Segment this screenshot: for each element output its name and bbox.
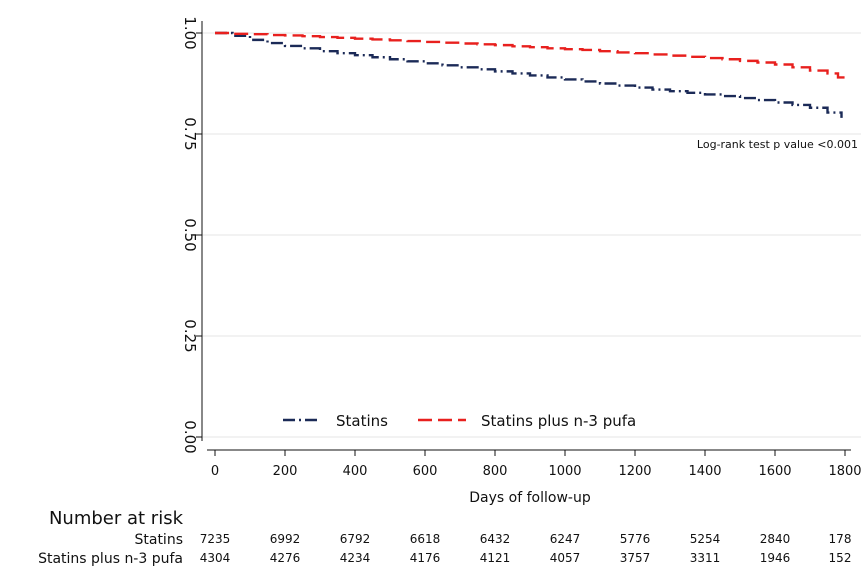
legend-label: Statins — [336, 412, 388, 430]
risk-value: 1946 — [760, 551, 791, 565]
y-tick-label: 0.25 — [181, 319, 199, 352]
risk-value: 4304 — [200, 551, 231, 565]
risk-value: 2840 — [760, 532, 791, 546]
y-ticks: 0.00 0.25 0.50 0.75 1.00 — [181, 16, 202, 454]
risk-value: 4176 — [410, 551, 441, 565]
x-axis-label: Days of follow-up — [469, 490, 591, 506]
risk-value: 4121 — [480, 551, 511, 565]
x-tick-label: 400 — [343, 464, 368, 479]
x-ticks: 0 200 400 600 800 1000 1200 1400 1600 1800 — [211, 450, 861, 479]
legend: Statins Statins plus n-3 pufa — [283, 412, 636, 430]
risk-value: 4276 — [270, 551, 301, 565]
x-tick-label: 800 — [483, 464, 508, 479]
x-tick-label: 600 — [413, 464, 438, 479]
risk-value: 5254 — [690, 532, 721, 546]
risk-table: Number at risk Statins 7235 6992 6792 6618 64… — [38, 508, 851, 567]
risk-row-label: Statins — [134, 532, 183, 548]
y-tick-label: 0.75 — [181, 117, 199, 150]
annotation: Log-rank test p value <0.001 — [697, 138, 858, 151]
series-line — [215, 31, 843, 118]
y-tick-label: 1.00 — [181, 16, 199, 49]
grid — [202, 32, 861, 438]
risk-value: 3757 — [620, 551, 651, 565]
y-tick-label: 0.50 — [181, 218, 199, 251]
risk-value: 178 — [829, 532, 852, 546]
risk-value: 4057 — [550, 551, 581, 565]
risk-value: 6792 — [340, 532, 371, 546]
risk-row-label: Statins plus n-3 pufa — [38, 551, 183, 567]
x-tick-label: 0 — [211, 464, 219, 479]
x-tick-label: 1200 — [618, 464, 651, 479]
risk-value: 4234 — [340, 551, 371, 565]
risk-value: 7235 — [200, 532, 231, 546]
legend-label: Statins plus n-3 pufa — [481, 412, 636, 430]
series-lines — [215, 31, 847, 118]
risk-value: 3311 — [690, 551, 721, 565]
axes — [201, 21, 851, 451]
series-line — [215, 31, 847, 79]
x-tick-label: 1600 — [758, 464, 791, 479]
risk-value: 6432 — [480, 532, 511, 546]
risk-value: 6992 — [270, 532, 301, 546]
x-tick-label: 1800 — [828, 464, 861, 479]
risk-value: 6618 — [410, 532, 441, 546]
risk-value: 152 — [829, 551, 852, 565]
x-tick-label: 1400 — [688, 464, 721, 479]
risk-value: 6247 — [550, 532, 581, 546]
y-tick-label: 0.00 — [181, 420, 199, 453]
risk-value: 5776 — [620, 532, 651, 546]
risk-table-title: Number at risk — [49, 508, 184, 529]
x-tick-label: 1000 — [548, 464, 581, 479]
x-tick-label: 200 — [273, 464, 298, 479]
